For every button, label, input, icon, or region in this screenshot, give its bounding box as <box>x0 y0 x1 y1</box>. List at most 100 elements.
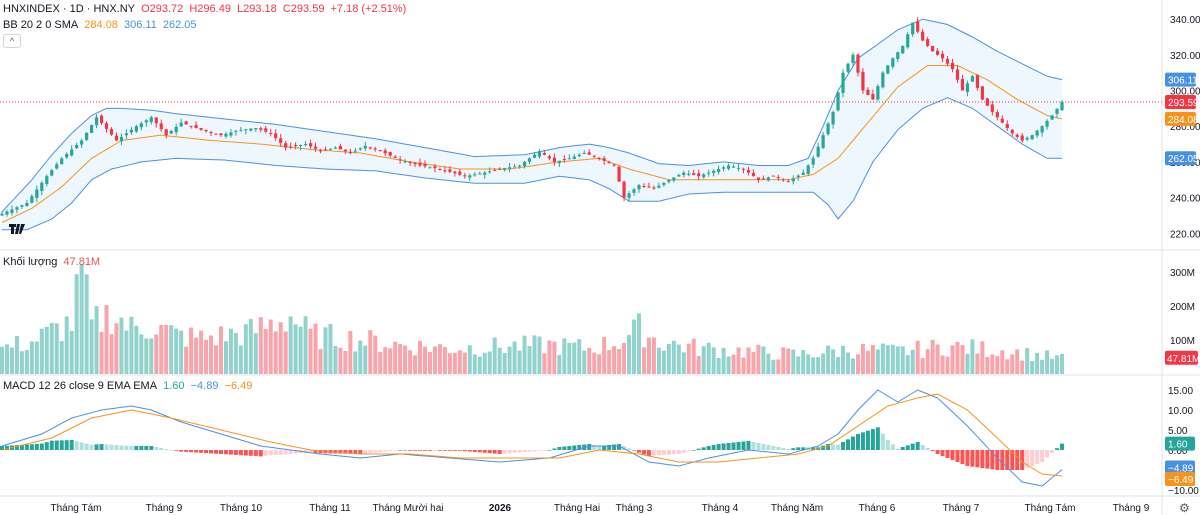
candle <box>65 153 69 158</box>
macd-hist-bar <box>114 445 119 450</box>
macd-hist-bar <box>656 450 661 456</box>
candle <box>921 31 925 41</box>
candle <box>965 83 970 92</box>
volume-bar <box>1015 349 1020 374</box>
volume-bar <box>622 342 627 374</box>
volume-bar <box>49 322 54 374</box>
candle <box>901 45 905 54</box>
volume-bar <box>403 345 408 374</box>
macd-hist-bar <box>413 450 418 451</box>
macd-hist-bar <box>104 444 109 450</box>
candle <box>731 166 736 168</box>
candle <box>776 177 780 179</box>
candle <box>438 168 442 170</box>
tradingview-logo-icon[interactable] <box>8 222 26 236</box>
macd-hist-bar <box>572 445 577 450</box>
volume-bar <box>154 334 159 374</box>
time-tick-label: Tháng 9 <box>146 503 183 514</box>
candle <box>587 152 591 155</box>
macd-hist-bar <box>517 450 522 453</box>
macd-hist-bar <box>975 450 980 468</box>
candle <box>557 160 561 164</box>
candle <box>189 125 193 127</box>
macd-hist-bar <box>577 445 582 450</box>
macd-hist-bar <box>567 446 572 450</box>
candle <box>736 167 741 169</box>
candle <box>378 150 382 152</box>
volume-bar <box>661 350 666 374</box>
volume-bar <box>651 337 656 374</box>
candle <box>622 181 626 198</box>
macd-hist-bar <box>338 450 343 454</box>
chevron-up-icon: ^ <box>9 36 15 46</box>
macd-hist-bar <box>253 450 258 457</box>
candle <box>886 65 890 74</box>
macd-hist-bar <box>701 447 706 450</box>
candle <box>766 177 770 181</box>
candle <box>478 173 482 175</box>
candle <box>483 172 487 175</box>
volume-bar <box>826 345 831 374</box>
candle <box>985 98 989 106</box>
collapse-legend-button[interactable]: ^ <box>3 34 21 48</box>
candle <box>498 168 502 170</box>
candle <box>756 177 761 180</box>
volume-bar <box>273 331 278 374</box>
volume-bar <box>950 345 955 374</box>
volume-bar <box>746 347 751 374</box>
macd-hist-bar <box>1055 448 1060 450</box>
price-badge <box>1165 94 1196 109</box>
volume-bar <box>218 326 223 374</box>
price-badge <box>1165 111 1196 126</box>
volume-legend[interactable]: Khối lượng 47.81M <box>3 256 103 268</box>
macd-hist-bar <box>831 444 836 450</box>
candle <box>433 166 437 169</box>
candle <box>547 156 552 159</box>
macd-hist-bar <box>811 447 816 450</box>
volume-bar <box>1045 350 1050 374</box>
time-tick-label: Tháng Năm <box>771 503 823 514</box>
volume-bar <box>1035 352 1040 374</box>
volume-bar <box>1025 348 1030 374</box>
volume-bar <box>607 350 612 374</box>
volume-bar <box>353 351 358 374</box>
macd-hist-bar <box>159 448 164 450</box>
macd-hist-bar <box>278 450 283 455</box>
macd-legend[interactable]: MACD 12 26 close 9 EMA EMA 1.60 −4.89 −6… <box>3 380 255 392</box>
candle <box>30 196 34 203</box>
volume-bar <box>477 356 482 374</box>
macd-hist-bar <box>204 450 209 454</box>
macd-hist-bar <box>348 450 353 454</box>
candle <box>85 132 89 140</box>
macd-hist-bar <box>736 442 741 450</box>
volume-bar <box>552 341 557 374</box>
volume-bar <box>348 330 353 374</box>
volume-bar <box>482 352 487 374</box>
volume-bar <box>114 323 119 374</box>
macd-hist-bar <box>482 450 487 453</box>
volume-bar <box>447 353 452 374</box>
candle <box>532 154 537 158</box>
macd-hist-bar <box>79 442 84 450</box>
macd-hist-value: 1.60 <box>163 380 185 392</box>
macd-hist-bar <box>846 439 851 450</box>
macd-hist-bar <box>622 446 627 450</box>
candle <box>99 115 104 124</box>
volume-bar <box>691 338 696 374</box>
macd-hist-bar <box>771 446 776 450</box>
volume-bar <box>24 350 29 374</box>
candle <box>269 132 273 134</box>
gear-icon[interactable]: ⚙ <box>1179 501 1190 515</box>
volume-bar <box>612 346 617 374</box>
volume-bar <box>338 347 343 374</box>
macd-tick-label: 10.00 <box>1168 406 1193 417</box>
macd-hist-bar <box>378 450 383 452</box>
candle <box>50 170 54 176</box>
time-tick-label: Tháng Mười hai <box>372 503 443 514</box>
volume-bar <box>841 345 846 374</box>
bb-legend[interactable]: BB 20 2 0 SMA 284.08 306.11 262.05 <box>3 19 200 31</box>
candle <box>89 125 94 133</box>
candle <box>1045 120 1049 127</box>
candle <box>40 182 44 191</box>
